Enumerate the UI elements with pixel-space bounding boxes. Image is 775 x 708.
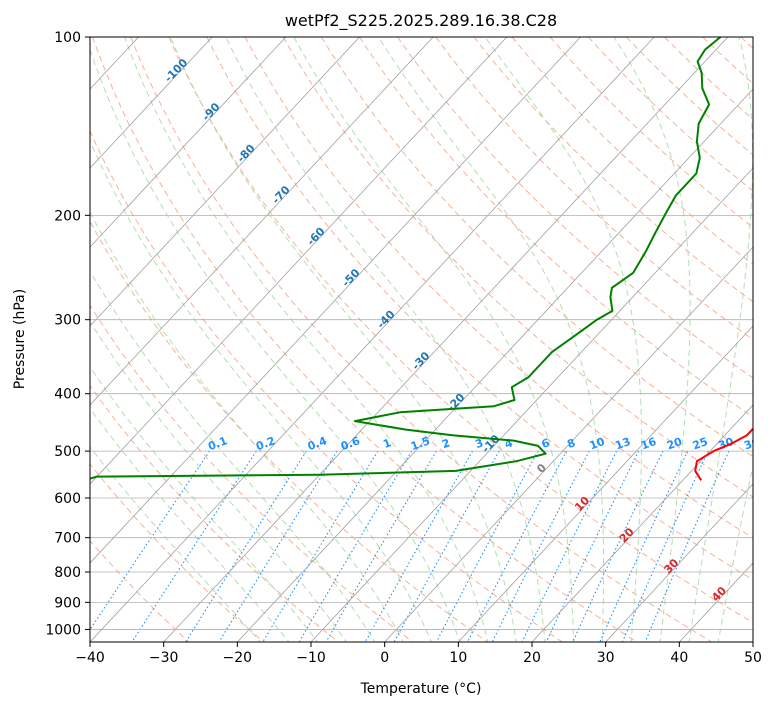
x-tick-label: 40	[670, 650, 688, 666]
mixing-ratio-label: 13	[613, 435, 632, 452]
mixing-ratio-lines	[90, 450, 730, 642]
y-axis-title: Pressure (hPa)	[12, 289, 28, 389]
chart-title: wetPf2_S225.2025.289.16.38.C28	[285, 11, 557, 31]
dry-adiabat-line	[90, 304, 414, 642]
mixing-ratio-line	[572, 450, 664, 642]
y-tick-label: 1000	[45, 622, 81, 638]
y-tick-label: 800	[54, 565, 81, 581]
y-tick-label: 500	[54, 444, 81, 460]
isotherm-line	[458, 325, 753, 642]
dry-adiabat-line	[168, 37, 753, 624]
isotherm-line	[90, 37, 655, 642]
mixing-ratio-label: 20	[665, 435, 684, 453]
x-tick-label: 30	[597, 650, 615, 666]
x-tick-label: −30	[149, 650, 179, 666]
mixing-ratio-line	[521, 450, 618, 642]
dry-adiabat-line	[587, 37, 753, 192]
dry-adiabat-line	[549, 37, 753, 229]
mixing-ratio-line	[298, 450, 413, 642]
isotherm-line	[90, 37, 360, 327]
x-tick-label: −40	[75, 650, 105, 666]
mixing-ratio-label: 8	[565, 436, 577, 451]
y-tick-label: 700	[54, 531, 81, 547]
plot-area: -100-90-80-70-60-50-40-30-20-1000.1 0.2 0.…	[90, 37, 761, 642]
mixing-ratio-line	[621, 450, 709, 642]
mixing-ratio-line	[325, 450, 437, 642]
x-tick-label: 10	[449, 650, 467, 666]
dry-adiabat-line	[130, 37, 712, 642]
y-tick-label: 300	[54, 313, 81, 329]
temperature-profile-line	[694, 427, 753, 481]
mixing-ratio-label: 2	[440, 436, 452, 451]
mixing-ratio-label: 0.6	[339, 434, 362, 453]
mixing-ratio-line	[599, 450, 689, 642]
mixing-ratio-line	[545, 450, 640, 642]
pressure-gridlines	[90, 37, 753, 630]
moist-adiabat-line	[90, 139, 432, 642]
mixing-ratio-label: 25	[691, 435, 710, 452]
sounding-series	[90, 37, 753, 481]
dry-adiabat-line	[90, 463, 264, 642]
isotherm-line	[163, 37, 729, 642]
dry-adiabat-line	[320, 37, 753, 458]
isotherm-line	[90, 37, 213, 169]
mixing-ratio-line	[90, 450, 211, 631]
x-axis: −40 −30 −20 −10 0 10 20 30 40 50	[75, 642, 762, 666]
isotherm-line	[237, 88, 753, 642]
dry-adiabat-line	[92, 37, 638, 642]
y-tick-label: 100	[54, 30, 81, 46]
mixing-ratio-label: 3	[473, 436, 485, 451]
y-tick-label: 400	[54, 387, 81, 403]
x-tick-label: −20	[223, 650, 253, 666]
mixing-ratio-label: 16	[639, 435, 658, 453]
x-tick-label: −10	[296, 650, 326, 666]
mixing-ratio-line	[185, 450, 307, 642]
x-tick-label: 0	[380, 650, 389, 666]
isotherm-line	[384, 246, 753, 642]
x-tick-label: 20	[523, 650, 541, 666]
mixing-ratio-label: 10	[588, 435, 607, 453]
mixing-ratio-label: 1.5	[409, 434, 432, 453]
isotherm-line	[90, 37, 287, 248]
dry-adiabat-line	[90, 129, 563, 642]
mixing-ratio-line	[644, 450, 730, 642]
plot-frame	[89, 36, 754, 643]
mixing-ratio-line	[466, 450, 568, 642]
isotherm-line	[605, 483, 753, 642]
isotherm-line	[90, 37, 581, 564]
y-tick-label: 900	[54, 595, 81, 611]
x-axis-title: Temperature (°C)	[360, 681, 482, 697]
y-tick-label: 200	[54, 208, 81, 224]
isotherms	[90, 37, 753, 642]
mixing-ratio-label: 36	[742, 435, 761, 453]
dry-adiabat-line	[206, 37, 753, 581]
isotherm-line	[310, 167, 753, 642]
isotherm-line	[531, 404, 753, 642]
mixing-ratio-label: 0.4	[306, 434, 329, 453]
x-tick-label: 50	[744, 650, 762, 666]
mixing-ratio-line	[435, 450, 539, 642]
mixing-ratio-label: 1	[381, 436, 393, 451]
mixing-ratio-label: 0.1	[206, 434, 229, 453]
isotherm-line	[90, 37, 434, 406]
dry-adiabat-line	[282, 37, 753, 498]
mixing-ratio-label: 6	[540, 436, 552, 451]
dewpoint-profile-line	[90, 37, 722, 480]
isotherm-line	[90, 37, 508, 485]
y-tick-label: 600	[54, 491, 81, 507]
dry-adiabat-line	[359, 37, 753, 418]
dry-adiabat-line	[473, 37, 753, 303]
mixing-ratio-line	[491, 450, 590, 642]
mixing-ratio-label: 4	[503, 436, 515, 451]
mixing-ratio-label: 0.2	[254, 434, 277, 453]
y-axis: 100 200 300 400 500 600 700 800 900 1000	[45, 30, 90, 638]
